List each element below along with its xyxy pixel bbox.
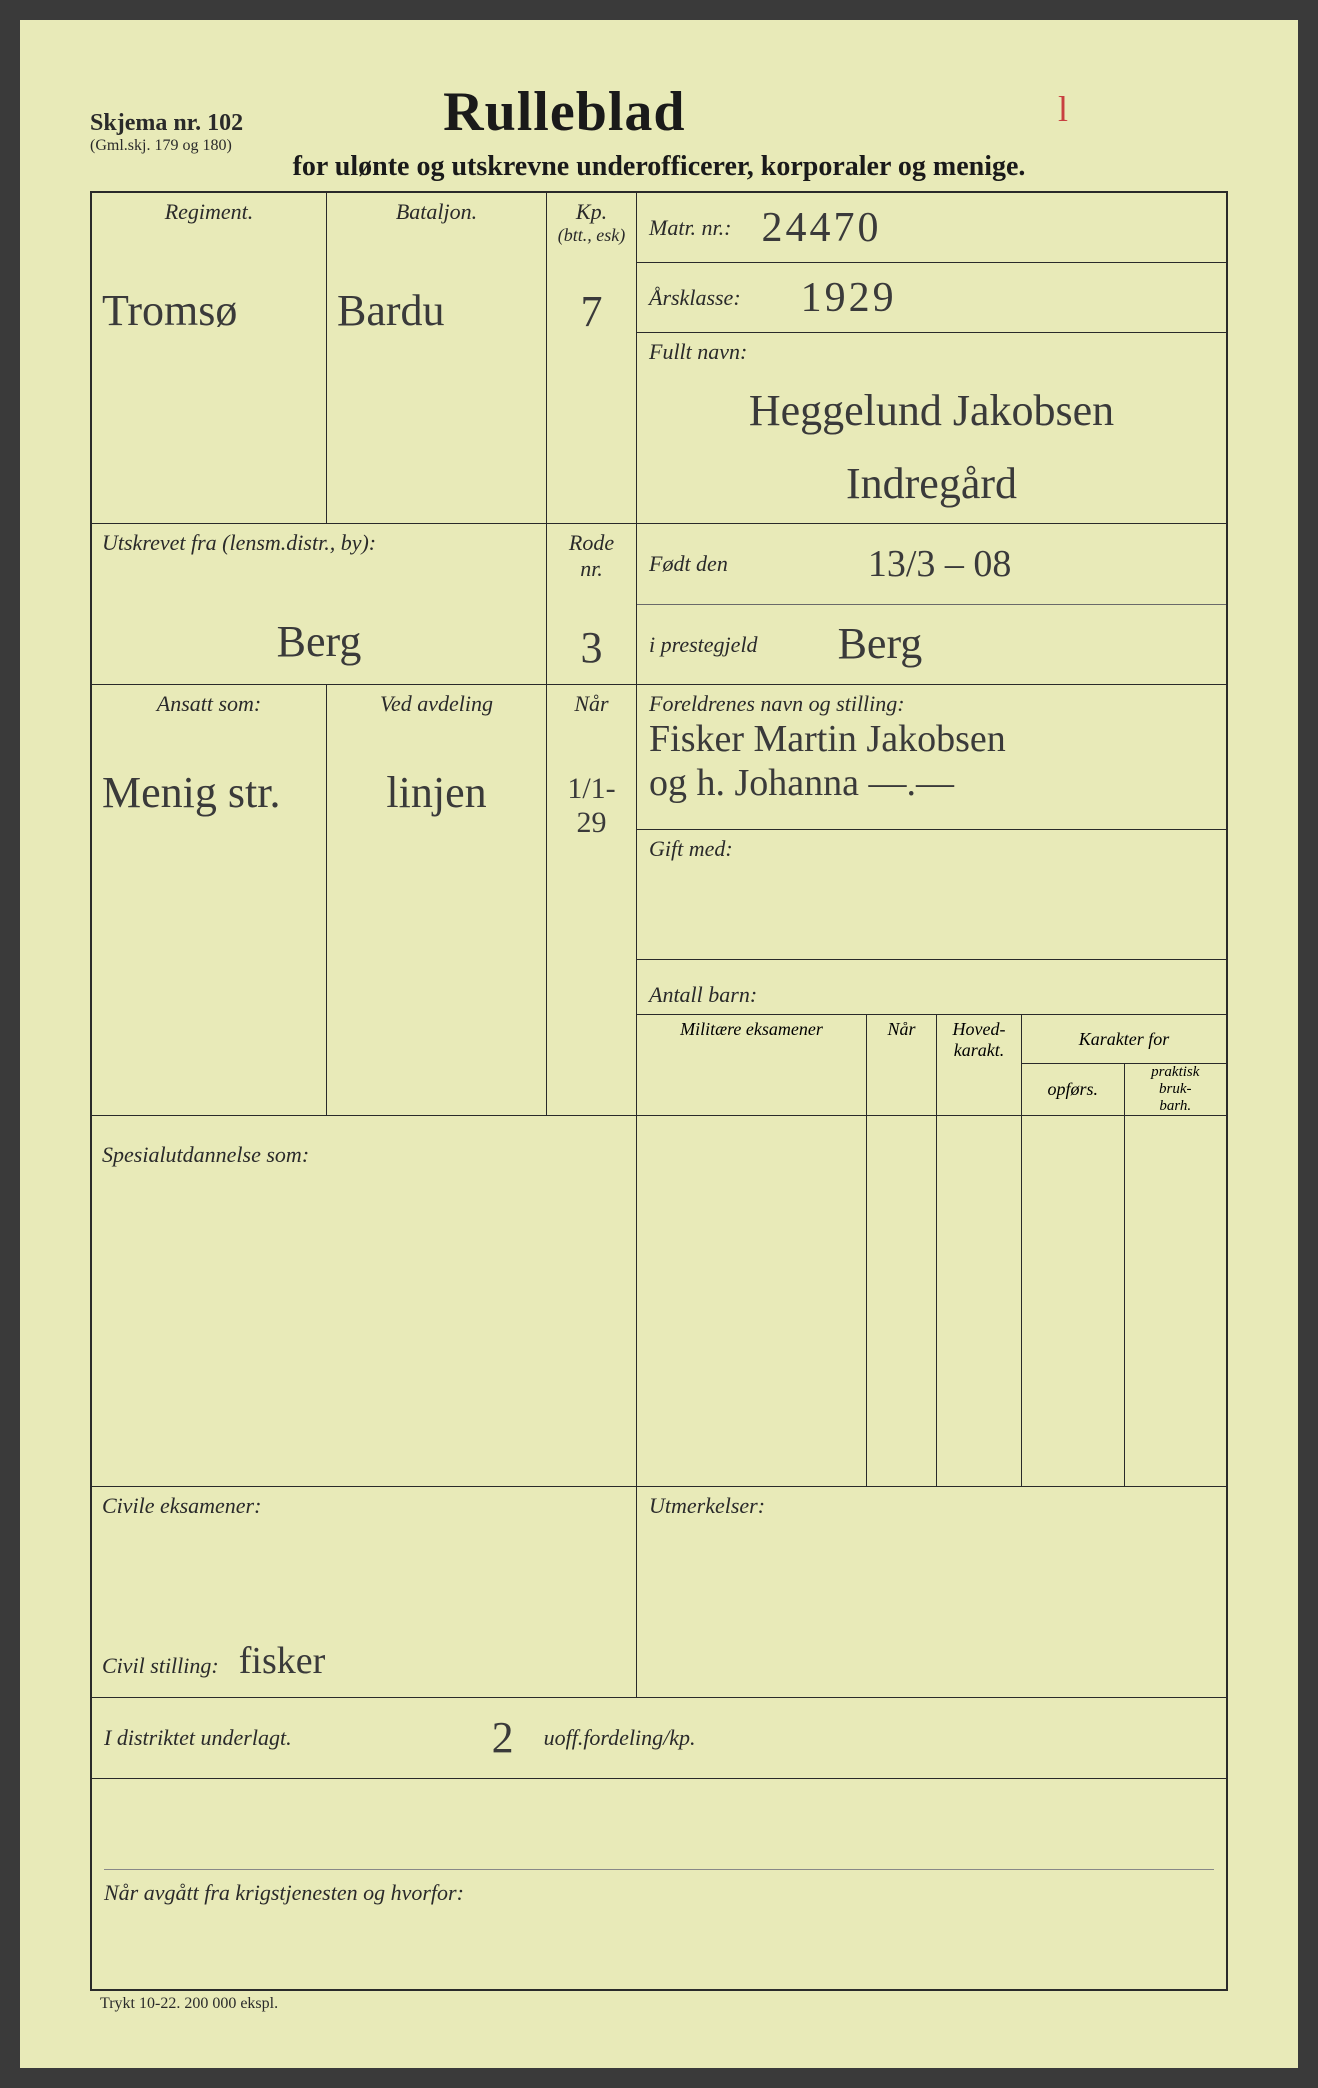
cell-avgatt: Når avgått fra krigstjenesten og hvorfor…	[92, 1779, 1226, 1984]
cell-regiment: Regiment. Tromsø	[92, 193, 327, 523]
cell-vedavd: Ved avdeling linjen	[327, 685, 547, 1115]
label-antallbarn: Antall barn:	[649, 982, 757, 1008]
label-civstill: Civil stilling:	[102, 1653, 219, 1679]
cell-rode: Rode nr. 3	[547, 524, 637, 684]
value-foreldre2: og h. Johanna —.—	[649, 761, 1214, 805]
value-navn2: Indregård	[649, 458, 1214, 511]
label-rode-sub: nr.	[557, 556, 626, 582]
value-regiment: Tromsø	[102, 285, 316, 338]
cell-kp: Kp. (btt., esk) 7	[547, 193, 637, 523]
value-navn1: Heggelund Jakobsen	[649, 385, 1214, 438]
cell-nar: Når 1/1-29	[547, 685, 637, 1115]
cell-utskrevet: Utskrevet fra (lensm.distr., by): Berg	[92, 524, 547, 684]
label-kp: Kp.	[557, 199, 626, 225]
label-hovedkar: Hoved- karakt.	[953, 1019, 1006, 1060]
value-kp: 7	[557, 286, 626, 339]
label-distrikt: I distriktet underlagt.	[104, 1725, 292, 1751]
label-utskrevet: Utskrevet fra (lensm.distr., by):	[102, 530, 536, 556]
label-prestegjeld: i prestegjeld	[649, 632, 758, 658]
value-matr: 24470	[762, 204, 882, 252]
gml-skj: (Gml.skj. 179 og 180)	[90, 137, 243, 155]
value-distrikt-num: 2	[492, 1712, 514, 1765]
value-civstilling: fisker	[239, 1639, 326, 1683]
exam-body	[637, 1116, 1226, 1486]
cell-right-block-1: Matr. nr.: 24470 Årsklasse: 1929 Fullt n…	[637, 193, 1226, 523]
label-gift: Gift med:	[649, 836, 1214, 862]
value-ansatt: Menig str.	[102, 767, 316, 820]
label-utmerk: Utmerkelser:	[649, 1493, 1214, 1519]
cell-ansatt: Ansatt som: Menig str.	[92, 685, 327, 1115]
cell-right-block-2: Født den 13/3 – 08 i prestegjeld Berg	[637, 524, 1226, 684]
label-foreldre: Foreldrenes navn og stilling:	[649, 691, 1214, 717]
value-arsklasse: 1929	[801, 274, 897, 322]
value-prestegjeld: Berg	[838, 618, 923, 671]
label-praktisk: praktisk bruk- barh.	[1151, 1064, 1199, 1115]
value-rode: 3	[557, 622, 626, 675]
label-arsklasse: Årsklasse:	[649, 285, 741, 311]
label-rode: Rode	[557, 530, 626, 556]
subtitle: for ulønte og utskrevne underofficerer, …	[90, 151, 1228, 183]
value-nar: 1/1-29	[557, 772, 626, 840]
cell-right-block-3: Foreldrenes navn og stilling: Fisker Mar…	[637, 685, 1226, 1115]
title: Rulleblad	[443, 80, 685, 144]
label-vedavd: Ved avdeling	[337, 691, 536, 717]
form-grid: Regiment. Tromsø Bataljon. Bardu Kp. (bt…	[90, 191, 1228, 1991]
label-spesial: Spesialutdannelse som:	[102, 1142, 626, 1168]
value-bataljon: Bardu	[337, 285, 536, 338]
label-kp-sub: (btt., esk)	[558, 225, 625, 245]
skjema-nr: Skjema nr. 102	[90, 110, 243, 137]
cell-utmerkelser: Utmerkelser:	[637, 1487, 1226, 1697]
label-fodt: Født den	[649, 551, 728, 577]
label-opfors: opførs.	[1047, 1079, 1098, 1100]
label-ansatt: Ansatt som:	[102, 691, 316, 717]
value-fodt: 13/3 – 08	[868, 542, 1012, 586]
value-utskrevet: Berg	[102, 616, 536, 669]
label-nar: Når	[557, 691, 626, 717]
label-eks-nar: Når	[887, 1019, 915, 1039]
label-matr: Matr. nr.:	[649, 215, 732, 241]
red-mark: l	[1058, 88, 1068, 130]
cell-distrikt: I distriktet underlagt. 2 uoff.fordeling…	[92, 1698, 1226, 1778]
label-civeks: Civile eksamener:	[102, 1493, 626, 1519]
exam-header-row: Militære eksamener Når Hoved- karakt. Ka…	[637, 1015, 1226, 1115]
label-mileks: Militære eksamener	[680, 1019, 823, 1039]
label-fulltnavn: Fullt navn:	[649, 339, 1214, 365]
label-uoff: uoff.fordeling/kp.	[544, 1725, 696, 1751]
label-bataljon: Bataljon.	[337, 199, 536, 225]
value-vedavd: linjen	[337, 767, 536, 820]
cell-bataljon: Bataljon. Bardu	[327, 193, 547, 523]
value-foreldre1: Fisker Martin Jakobsen	[649, 717, 1214, 761]
label-regiment: Regiment.	[102, 199, 316, 225]
label-avgatt: Når avgått fra krigstjenesten og hvorfor…	[104, 1880, 1214, 1906]
footer-print: Trykt 10-22. 200 000 ekspl.	[90, 1995, 1228, 2013]
cell-spesial: Spesialutdannelse som:	[92, 1116, 637, 1486]
label-karakter-for: Karakter for	[1079, 1029, 1170, 1050]
cell-civil: Civile eksamener: Civil stilling: fisker	[92, 1487, 637, 1697]
form-page: l Skjema nr. 102 (Gml.skj. 179 og 180) R…	[20, 20, 1298, 2068]
